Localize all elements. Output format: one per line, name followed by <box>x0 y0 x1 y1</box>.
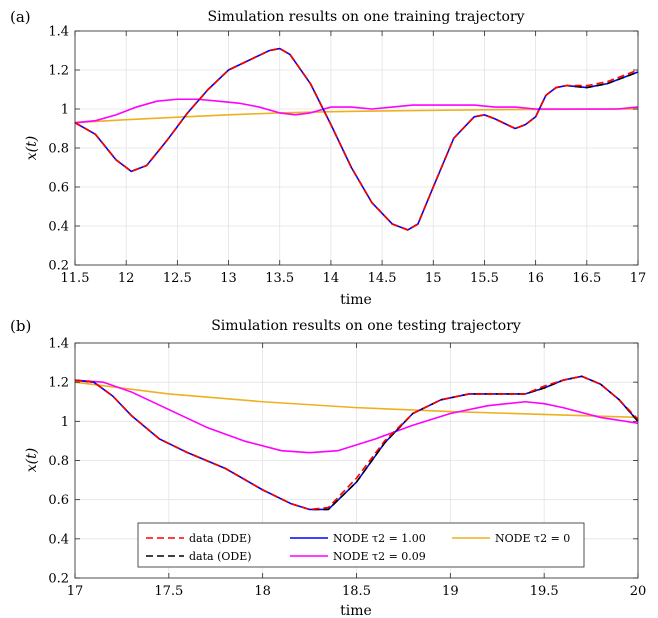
y-tick-label: 0.6 <box>48 181 69 196</box>
legend-label: NODE τ2 = 1.00 <box>333 532 426 545</box>
panel-a-label: (a) <box>10 8 31 26</box>
series-line-0 <box>74 47 639 231</box>
y-tick-label: 1.2 <box>48 376 69 391</box>
x-tick-label: 18 <box>254 584 271 599</box>
legend-label: data (ODE) <box>189 550 252 563</box>
legend-label: NODE τ2 = 0 <box>495 532 570 545</box>
x-tick-label: 16.5 <box>572 271 601 286</box>
panel-a-xlabel: time <box>340 292 372 308</box>
x-tick-label: 15.5 <box>470 271 499 286</box>
x-tick-label: 12 <box>118 271 135 286</box>
x-tick-label: 16 <box>527 271 544 286</box>
x-tick-label: 13 <box>220 271 237 286</box>
panel-b: (b) Simulation results on one testing tr… <box>10 317 646 618</box>
panel-a: (a) Simulation results on one training t… <box>10 8 646 308</box>
panel-a-ticks: 11.5 12 12.5 13 13.5 14 14.5 15 15.5 16 16.5 17 0.2 0… <box>48 25 646 287</box>
panel-b-ticks: 17 17.5 18 18.5 19 19.5 20 0.2 0.4 0.6 0.8 1 1.2 1.4 <box>48 337 646 600</box>
y-tick-label: 0.6 <box>48 493 69 508</box>
panel-a-ylabel: x(t) <box>24 136 40 160</box>
legend-label: data (DDE) <box>189 532 251 545</box>
panel-b-label: (b) <box>10 317 31 335</box>
y-tick-label: 0.8 <box>48 142 69 157</box>
y-tick-label: 0.4 <box>48 532 69 547</box>
panel-b-series <box>74 375 639 511</box>
legend-box <box>137 522 585 568</box>
legend: data (DDE) data (ODE) NODE τ2 = 1.00 NODE τ… <box>137 522 585 568</box>
x-tick-label: 20 <box>630 584 647 599</box>
y-tick-label: 1.2 <box>48 64 69 79</box>
x-tick-label: 17 <box>630 271 647 286</box>
x-tick-label: 11.5 <box>61 271 90 286</box>
series-line-3 <box>74 379 639 454</box>
x-tick-label: 19 <box>442 584 459 599</box>
x-tick-label: 17.5 <box>154 584 183 599</box>
panel-a-title: Simulation results on one training traje… <box>207 9 524 25</box>
x-tick-label: 12.5 <box>163 271 192 286</box>
panel-b-ylabel: x(t) <box>24 448 40 472</box>
panel-a-series <box>74 47 639 231</box>
x-tick-label: 17 <box>67 584 84 599</box>
panel-b-xlabel: time <box>340 603 372 618</box>
x-tick-label: 19.5 <box>530 584 559 599</box>
y-tick-label: 0.2 <box>48 572 69 587</box>
x-tick-label: 14.5 <box>368 271 397 286</box>
y-tick-label: 1 <box>61 103 69 118</box>
series-line-0 <box>74 375 639 511</box>
legend-label: NODE τ2 = 0.09 <box>333 550 426 563</box>
x-tick-label: 15 <box>425 271 442 286</box>
panel-b-title: Simulation results on one testing trajec… <box>211 318 521 334</box>
y-tick-label: 1.4 <box>48 25 69 40</box>
series-line-4 <box>74 381 639 419</box>
x-tick-label: 14 <box>323 271 340 286</box>
y-tick-label: 1.4 <box>48 337 69 352</box>
series-line-3 <box>74 98 639 124</box>
y-tick-label: 1 <box>61 415 69 430</box>
x-tick-label: 18.5 <box>342 584 371 599</box>
x-tick-label: 13.5 <box>265 271 294 286</box>
y-tick-label: 0.2 <box>48 259 69 274</box>
y-tick-label: 0.8 <box>48 454 69 469</box>
y-tick-label: 0.4 <box>48 220 69 235</box>
